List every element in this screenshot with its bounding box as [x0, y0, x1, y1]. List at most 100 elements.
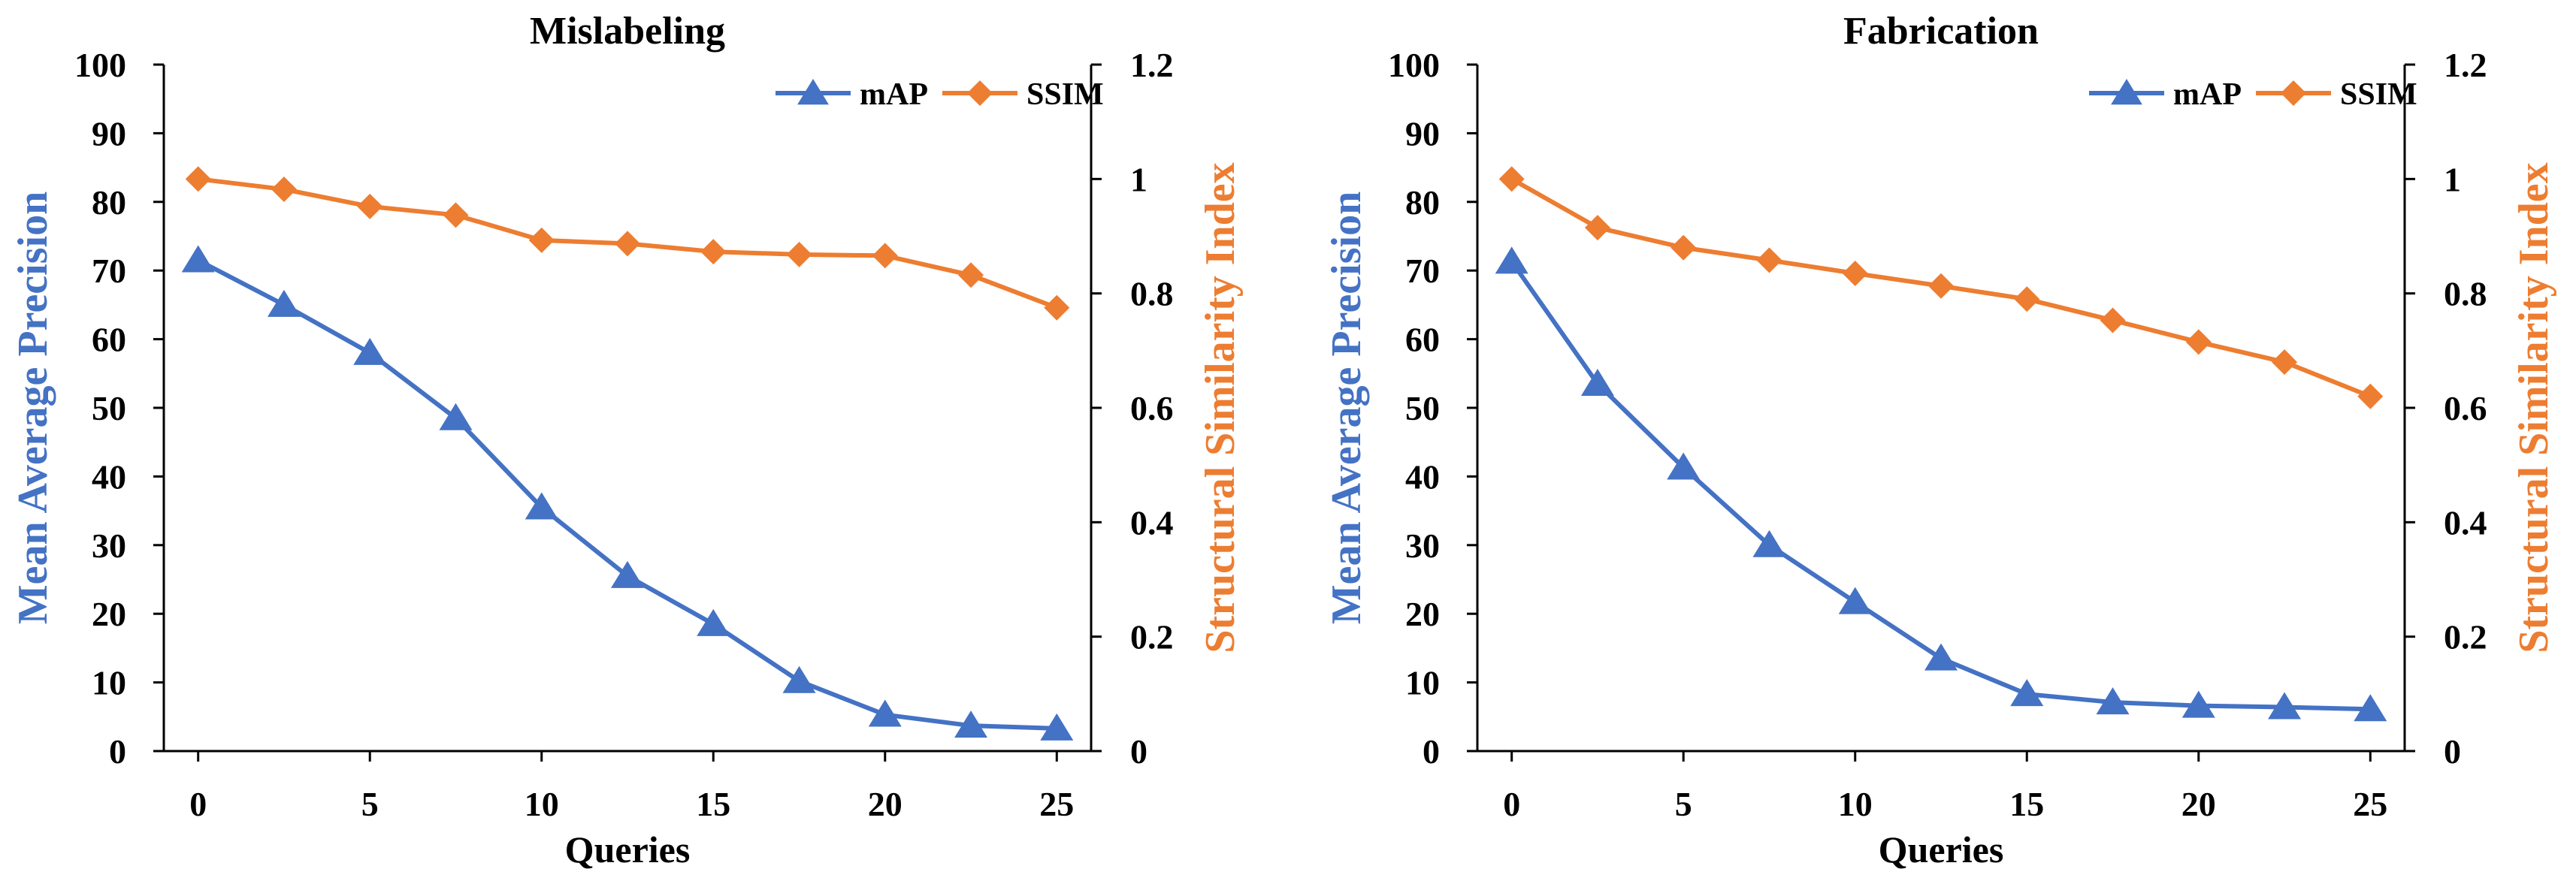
data-point-map [2096, 687, 2130, 715]
x-tick-label: 20 [2181, 785, 2216, 823]
y-tick-left-label: 60 [92, 321, 126, 359]
y-tick-right-label: 1.2 [1130, 46, 1174, 84]
data-point-ssim [1842, 261, 1868, 287]
legend-label-map: mAP [860, 77, 928, 112]
y-tick-left-label: 70 [92, 252, 126, 290]
y-axis-right-title: Structural Similarity Index [2511, 162, 2557, 653]
data-point-map [2010, 679, 2044, 707]
x-tick-label: 5 [1675, 785, 1692, 823]
y-tick-right-label: 0.6 [1130, 389, 1174, 427]
x-tick-label: 25 [2353, 785, 2387, 823]
data-point-map [2181, 690, 2215, 718]
legend-label-map: mAP [2173, 77, 2242, 112]
data-point-map [1667, 452, 1701, 480]
data-point-ssim [1044, 294, 1070, 321]
legend-label-ssim: SSIM [1026, 77, 1104, 112]
x-tick-label: 25 [1039, 785, 1074, 823]
data-point-map [868, 699, 902, 727]
x-tick-label: 10 [1838, 785, 1873, 823]
data-point-map [525, 492, 558, 520]
data-point-map [611, 560, 644, 588]
y-tick-right-label: 0.8 [1130, 275, 1174, 313]
data-point-map [1495, 246, 1528, 274]
y-axis-left-title: Mean Average Precision [10, 192, 56, 624]
y-tick-left-label: 70 [1405, 252, 1440, 290]
y-tick-right-label: 0.2 [2444, 618, 2487, 656]
y-tick-left-label: 90 [92, 114, 126, 152]
data-point-map [782, 665, 816, 693]
legend-marker-ssim [967, 80, 993, 106]
data-point-ssim [1670, 234, 1697, 261]
data-point-ssim [615, 231, 640, 257]
y-tick-left-label: 50 [92, 389, 126, 427]
y-tick-right-label: 0 [2444, 732, 2461, 771]
chart-panel-fabrication: 0 10 20 30 40 50 60 70 80 90 100 0 0.2 0.4 0.6 0.8 1 1.2 0… [1323, 10, 2557, 870]
data-point-map [1924, 643, 1958, 671]
data-point-ssim [2357, 383, 2384, 409]
data-point-ssim [2014, 286, 2040, 312]
x-tick-label: 0 [189, 785, 207, 823]
legend: mAP SSIM [776, 77, 1104, 112]
legend-label-ssim: SSIM [2340, 77, 2417, 112]
data-point-ssim [528, 227, 555, 253]
x-tick-label: 5 [361, 785, 379, 823]
chart-title: Mislabeling [530, 10, 725, 53]
y-tick-left-label: 10 [1405, 664, 1440, 702]
y-tick-left-label: 80 [92, 183, 126, 222]
y-tick-left-label: 0 [1423, 732, 1440, 771]
data-point-map [181, 245, 215, 273]
y-tick-left-label: 20 [92, 595, 126, 633]
legend-marker-ssim [2281, 80, 2306, 106]
y-tick-left-label: 30 [1405, 526, 1440, 565]
data-point-map [439, 403, 473, 430]
y-tick-right-label: 1.2 [2444, 46, 2487, 84]
data-point-ssim [872, 243, 898, 269]
x-axis-title: Queries [565, 828, 691, 870]
y-tick-left-label: 100 [74, 46, 126, 84]
data-point-map [697, 608, 730, 636]
data-point-map [267, 289, 301, 317]
x-tick-label: 15 [696, 785, 730, 823]
y-tick-left-label: 0 [109, 732, 126, 771]
chart-title: Fabrication [1843, 10, 2039, 53]
data-point-ssim [2100, 307, 2126, 333]
y-tick-left-label: 90 [1405, 114, 1440, 152]
y-tick-left-label: 10 [92, 664, 126, 702]
y-tick-right-label: 1 [1130, 160, 1147, 198]
data-point-ssim [1584, 215, 1610, 241]
data-point-map [1580, 369, 1614, 397]
y-tick-right-label: 0.6 [2444, 389, 2487, 427]
data-point-map [954, 711, 988, 738]
data-point-ssim [958, 262, 984, 288]
data-point-ssim [2185, 329, 2212, 355]
y-tick-right-label: 0.8 [2444, 275, 2487, 313]
legend-marker-map [797, 79, 829, 105]
data-point-ssim [185, 166, 211, 192]
y-tick-left-label: 20 [1405, 595, 1440, 633]
series-line-map [1510, 260, 2371, 712]
chart-panel-mislabeling: 0 10 20 30 40 50 60 70 80 90 100 0 0.2 0.4 0.6 0.8 1 1.2 0… [10, 10, 1244, 870]
x-axis-title: Queries [1879, 828, 2004, 870]
x-tick-label: 10 [525, 785, 559, 823]
data-point-ssim [271, 177, 297, 203]
data-point-ssim [357, 193, 383, 219]
y-tick-left-label: 80 [1405, 183, 1440, 222]
y-tick-right-label: 1 [2444, 160, 2461, 198]
x-tick-label: 0 [1503, 785, 1520, 823]
data-point-ssim [2272, 349, 2298, 376]
data-point-ssim [786, 241, 812, 267]
y-tick-left-label: 50 [1405, 389, 1440, 427]
x-tick-label: 15 [2009, 785, 2044, 823]
x-tick-label: 20 [868, 785, 903, 823]
data-point-ssim [443, 202, 469, 228]
y-tick-left-label: 60 [1405, 321, 1440, 359]
y-axis-left-title: Mean Average Precision [1323, 192, 1370, 624]
data-point-map [1838, 587, 1872, 614]
data-point-ssim [700, 239, 727, 265]
data-point-ssim [1928, 273, 1954, 299]
y-tick-left-label: 40 [92, 457, 126, 496]
data-point-map [2268, 692, 2302, 720]
y-tick-right-label: 0.4 [1130, 503, 1174, 542]
series-line-map [197, 258, 1057, 731]
